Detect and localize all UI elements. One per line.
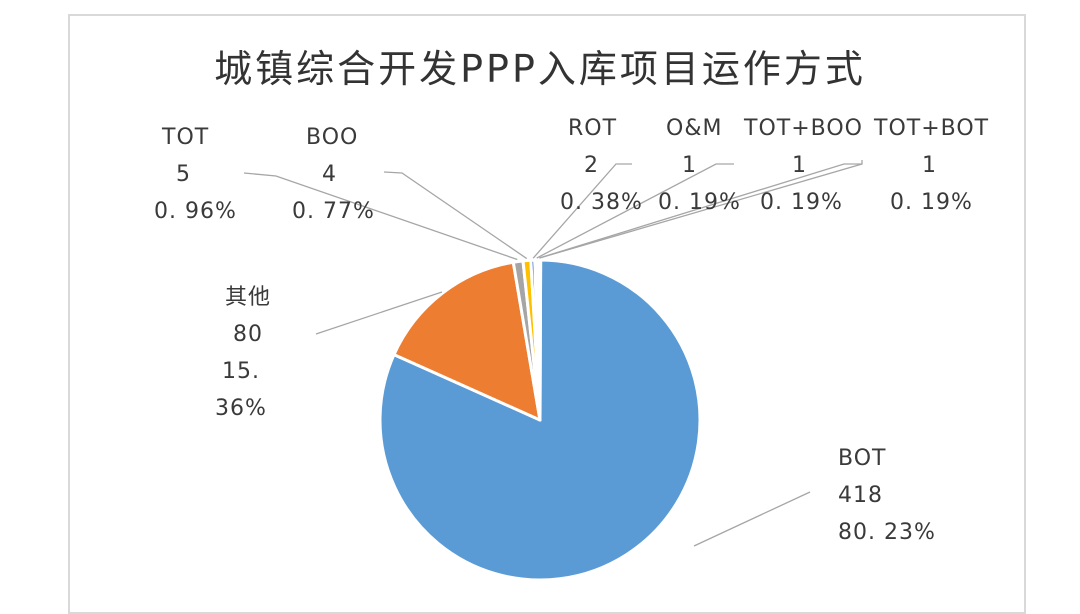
data-label-om-name: O&M (666, 116, 723, 141)
data-label-other-value: 80 (233, 322, 263, 347)
data-label-tot-name: TOT (162, 125, 210, 150)
leader-line (536, 163, 734, 259)
data-label-rot: ROT 2 0. 38% (560, 110, 643, 221)
data-label-other-name: 其他 (224, 285, 271, 310)
pie-slice-tot-bot (537, 258, 543, 422)
leader-line (539, 163, 862, 259)
pie-slice-other (392, 260, 542, 422)
leader-line (315, 291, 443, 335)
data-label-tot-boo-percent: 0. 19% (760, 190, 843, 215)
data-label-boo-percent: 0. 77% (292, 199, 375, 224)
data-label-boo: BOO 4 0. 77% (292, 119, 375, 230)
leader-line (532, 163, 632, 259)
data-label-om-value: 1 (682, 153, 697, 178)
data-label-tot-bot: TOT+BOT 1 0. 19% (874, 110, 989, 221)
data-label-bot-name: BOT (838, 446, 887, 471)
data-label-tot-boo-value: 1 (792, 153, 807, 178)
leader-line (383, 171, 528, 260)
leader-line (693, 491, 811, 547)
data-label-rot-value: 2 (584, 153, 599, 178)
data-label-tot: TOT 5 0. 96% (154, 119, 237, 230)
data-label-boo-value: 4 (322, 162, 337, 187)
data-label-rot-percent: 0. 38% (560, 190, 643, 215)
leader-line (243, 172, 518, 261)
data-label-tot-bot-percent: 0. 19% (890, 190, 973, 215)
data-label-boo-name: BOO (306, 125, 359, 150)
data-label-rot-name: ROT (568, 116, 618, 141)
data-label-tot-boo-name: TOT+BOO (744, 116, 863, 141)
data-label-tot-value: 5 (176, 162, 191, 187)
data-label-bot-percent: 80. 23% (838, 520, 936, 545)
data-label-tot-boo: TOT+BOO 1 0. 19% (744, 110, 863, 221)
data-label-tot-bot-name: TOT+BOT (874, 116, 990, 141)
data-label-tot-percent: 0. 96% (154, 199, 237, 224)
pie-chart (243, 160, 863, 582)
data-label-om: O&M 1 0. 19% (658, 110, 741, 221)
data-label-bot: BOT 418 80. 23% (838, 440, 936, 551)
data-label-bot-value: 418 (838, 483, 883, 508)
data-label-om-percent: 0. 19% (658, 190, 741, 215)
leader-line (539, 160, 863, 259)
chart-title: 城镇综合开发PPP入库项目运作方式 (214, 47, 866, 91)
data-label-tot-bot-value: 1 (922, 153, 937, 178)
data-label-other: 其他 80 15. 36% (208, 279, 288, 427)
data-label-other-percent: 15. 36% (215, 359, 267, 421)
